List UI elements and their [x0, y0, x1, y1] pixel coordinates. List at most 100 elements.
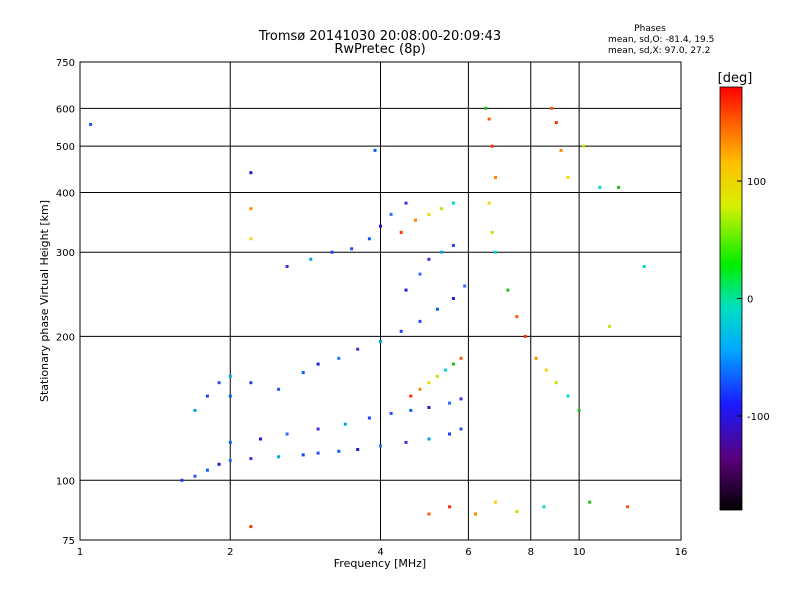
y-tick-label: 500 — [56, 142, 75, 153]
colorbar-tick-label: -100 — [747, 412, 770, 423]
data-point — [459, 356, 463, 360]
data-point — [379, 224, 382, 228]
data-point — [249, 207, 253, 211]
data-point — [277, 387, 281, 391]
data-point — [205, 394, 209, 398]
data-point — [285, 265, 289, 268]
data-point — [440, 207, 443, 211]
data-point — [554, 381, 558, 385]
data-point — [642, 265, 646, 268]
data-point — [367, 416, 371, 420]
data-point — [249, 457, 253, 461]
data-point — [490, 144, 494, 148]
data-point — [588, 500, 592, 504]
data-point — [427, 437, 431, 441]
data-point — [180, 478, 184, 482]
data-point — [337, 449, 341, 453]
data-point — [506, 288, 510, 292]
data-point — [451, 201, 455, 205]
data-point — [249, 525, 253, 529]
data-point — [544, 368, 548, 372]
data-point — [356, 347, 360, 351]
data-point — [399, 329, 403, 333]
data-point — [399, 230, 403, 234]
data-point — [193, 408, 197, 412]
data-point — [301, 371, 305, 375]
data-point — [435, 307, 439, 311]
data-point — [404, 440, 408, 444]
data-point — [427, 257, 431, 261]
colorbar-label: [deg] — [718, 71, 753, 86]
data-point — [542, 505, 546, 509]
data-point — [451, 297, 455, 300]
data-point — [581, 144, 585, 148]
data-point — [490, 230, 494, 234]
data-point — [566, 394, 570, 398]
data-point — [617, 185, 621, 189]
data-point — [484, 106, 488, 110]
data-point — [249, 171, 253, 175]
x-tick-label: 4 — [377, 547, 383, 558]
data-point — [316, 362, 320, 366]
data-point — [379, 444, 382, 448]
colorbar-tick-label: 0 — [747, 295, 753, 306]
data-point — [350, 247, 354, 251]
data-point — [409, 394, 413, 398]
data-point — [205, 468, 209, 472]
data-point — [285, 432, 289, 436]
data-point — [249, 237, 253, 241]
data-point — [566, 176, 570, 179]
data-point — [577, 408, 581, 412]
x-axis-label: Frequency [MHz] — [334, 557, 426, 570]
chart-subtitle: RwPretec (8p) — [334, 42, 425, 57]
colorbar-tick-label: 100 — [747, 177, 766, 188]
data-point — [373, 148, 377, 152]
data-point — [404, 201, 408, 205]
data-point — [559, 148, 563, 152]
data-points — [89, 106, 646, 529]
y-tick-label: 200 — [56, 332, 75, 343]
data-point — [448, 505, 451, 509]
data-point — [379, 340, 382, 344]
data-point — [309, 257, 313, 261]
x-tick-label: 6 — [465, 547, 471, 558]
data-point — [448, 401, 451, 405]
x-tick-label: 1 — [77, 547, 83, 558]
data-point — [427, 381, 431, 385]
data-point — [418, 319, 422, 323]
data-point — [427, 406, 431, 409]
data-point — [523, 334, 527, 338]
data-point — [418, 387, 422, 391]
data-point — [463, 284, 467, 288]
data-point — [259, 437, 262, 441]
y-axis-label: Stationary phase Virtual Height [km] — [38, 200, 51, 402]
x-tick-label: 8 — [528, 547, 534, 558]
data-point — [534, 356, 538, 360]
colorbar-ticks: 100 0 -100 — [737, 177, 770, 423]
data-point — [474, 512, 477, 516]
data-point — [598, 185, 602, 189]
y-tick-label: 300 — [56, 248, 75, 259]
legend-title: Phases — [634, 24, 666, 34]
plot-frame — [79, 61, 682, 541]
data-point — [228, 440, 232, 444]
data-point — [193, 474, 197, 478]
data-point — [515, 315, 519, 319]
data-point — [228, 374, 232, 378]
data-point — [444, 368, 448, 372]
data-point — [414, 218, 417, 222]
data-point — [448, 432, 451, 436]
data-point — [607, 324, 611, 328]
data-point — [404, 288, 408, 292]
data-point — [249, 381, 253, 385]
data-point — [337, 356, 341, 360]
data-point — [277, 455, 281, 459]
x-tick-label: 2 — [227, 547, 233, 558]
data-point — [330, 250, 334, 254]
data-point — [316, 427, 320, 431]
data-point — [451, 243, 455, 247]
data-point — [367, 237, 371, 241]
y-tick-label: 75 — [62, 536, 75, 547]
data-point — [451, 362, 455, 366]
